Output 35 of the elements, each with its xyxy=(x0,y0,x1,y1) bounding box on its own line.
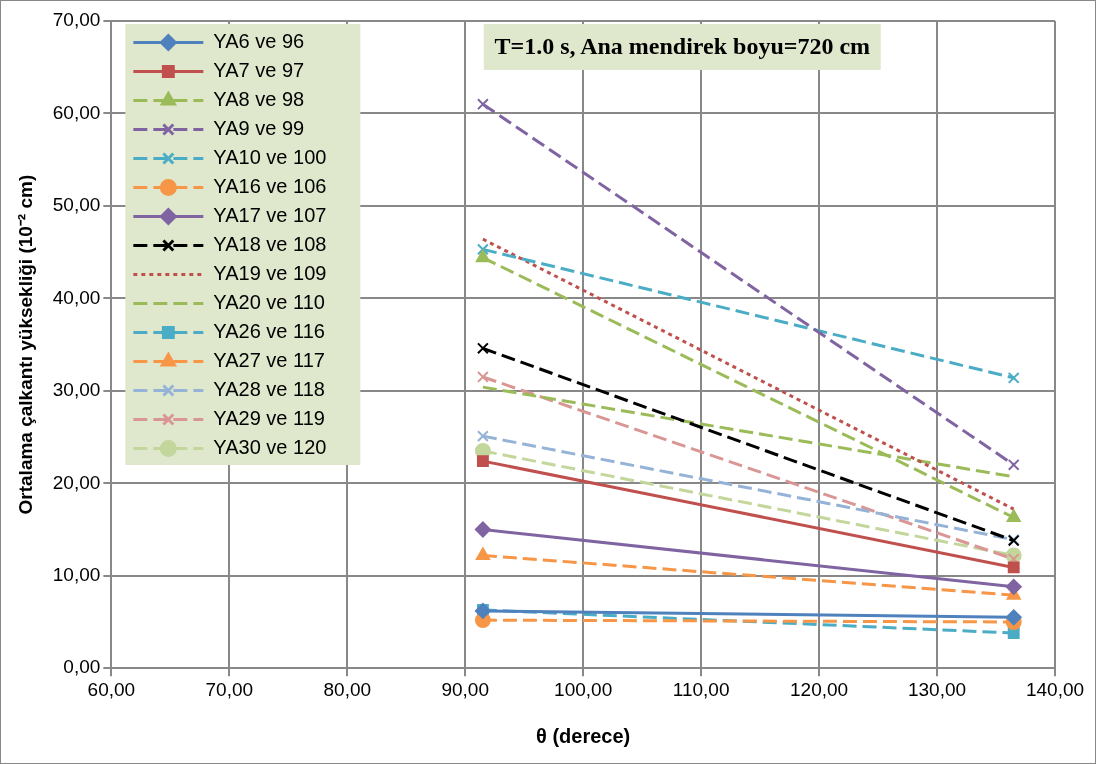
y-tick-label: 10,00 xyxy=(52,563,101,585)
x-tick-label: 100,00 xyxy=(554,678,613,700)
legend-label: YA18 ve 108 xyxy=(213,233,327,256)
legend-label: YA26 ve 116 xyxy=(213,320,325,343)
legend-label: YA10 ve 100 xyxy=(213,146,327,169)
y-tick-label: 20,00 xyxy=(52,471,101,493)
y-tick-label: 50,00 xyxy=(52,194,101,216)
legend-label: YA9 ve 99 xyxy=(213,117,305,140)
x-tick-label: 90,00 xyxy=(441,678,489,700)
legend-label: YA8 ve 98 xyxy=(213,88,305,111)
x-tick-label: 110,00 xyxy=(672,678,730,700)
x-tick-label: 70,00 xyxy=(205,678,254,700)
y-tick-label: 30,00 xyxy=(52,379,101,401)
legend-label: YA6 ve 96 xyxy=(213,30,305,53)
y-axis-title: Ortalama çalkantı yüksekliği (10⁻² cm) xyxy=(14,174,36,515)
x-axis-title: θ (derece) xyxy=(536,724,631,747)
x-tick-label: 120,00 xyxy=(790,678,849,700)
legend-label: YA28 ve 118 xyxy=(213,378,325,401)
legend-label: YA30 ve 120 xyxy=(213,436,327,459)
x-tick-label: 60,00 xyxy=(87,678,136,700)
legend-label: YA17 ve 107 xyxy=(213,204,327,227)
legend-label: YA27 ve 117 xyxy=(213,349,325,372)
y-tick-label: 40,00 xyxy=(52,286,101,308)
y-tick-label: 0,00 xyxy=(63,656,101,678)
x-tick-label: 80,00 xyxy=(323,678,372,700)
y-tick-label: 70,00 xyxy=(52,9,101,31)
legend-label: YA29 ve 119 xyxy=(213,407,325,430)
legend-label: YA16 ve 106 xyxy=(213,175,327,198)
x-tick-label: 140,00 xyxy=(1025,678,1085,700)
y-tick-label: 60,00 xyxy=(52,101,101,123)
legend-label: YA7 ve 97 xyxy=(213,59,305,82)
legend-label: YA20 ve 110 xyxy=(213,291,325,314)
legend-label: YA19 ve 109 xyxy=(213,262,327,285)
text: T=1.0 s, Ana mendirek boyu=720 cm xyxy=(494,33,871,60)
x-tick-label: 130,00 xyxy=(907,678,967,700)
